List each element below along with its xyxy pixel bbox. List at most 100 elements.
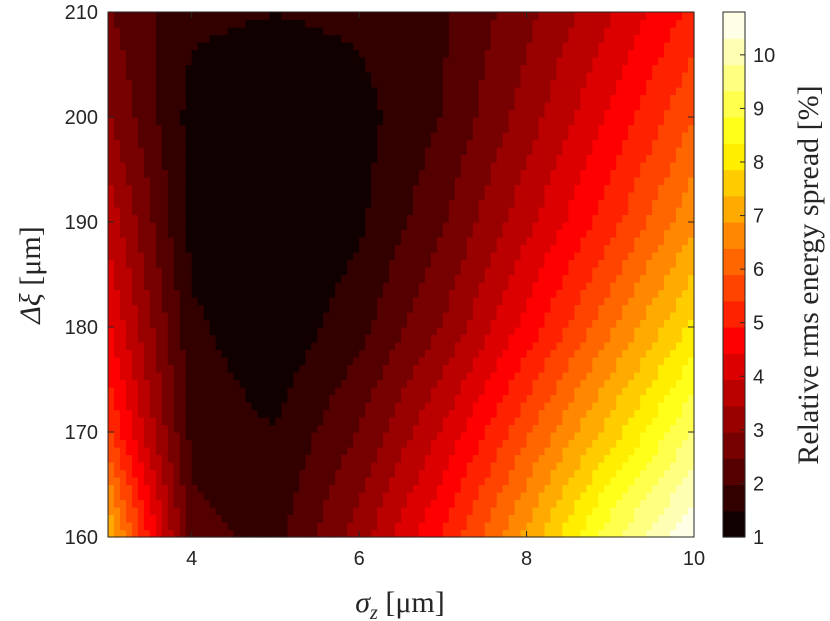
contour-cell	[161, 387, 169, 396]
contour-cell	[436, 492, 444, 501]
contour-cell	[562, 334, 570, 343]
contour-cell	[323, 244, 330, 253]
contour-cell	[155, 432, 163, 441]
contour-cell	[137, 147, 145, 156]
contour-cell	[233, 492, 241, 501]
contour-cell	[496, 327, 504, 336]
contour-cell	[466, 214, 474, 223]
contour-cell	[347, 274, 354, 283]
contour-cell	[460, 462, 468, 471]
contour-cell	[466, 462, 474, 471]
contour-cell	[526, 349, 534, 358]
contour-cell	[472, 304, 480, 313]
contour-cell	[353, 387, 360, 396]
contour-cell	[323, 252, 330, 261]
contour-cell	[215, 484, 223, 493]
contour-cell	[161, 229, 169, 238]
contour-cell	[108, 244, 115, 253]
contour-cell	[227, 454, 235, 463]
contour-cell	[167, 282, 175, 291]
contour-cell	[263, 424, 271, 433]
contour-cell	[251, 169, 259, 178]
contour-cell	[209, 274, 217, 283]
contour-cell	[203, 484, 211, 493]
contour-cell	[550, 342, 558, 351]
contour-cell	[574, 529, 581, 538]
contour-cell	[173, 214, 181, 223]
contour-cell	[395, 312, 402, 321]
contour-cell	[143, 162, 151, 171]
contour-cell	[448, 364, 456, 373]
contour-cell	[377, 237, 384, 246]
contour-cell	[113, 184, 121, 193]
contour-cell	[137, 304, 145, 313]
contour-cell	[113, 439, 121, 448]
contour-cell	[125, 199, 133, 208]
contour-cell	[454, 184, 462, 193]
contour-cell	[287, 439, 294, 448]
contour-cell	[251, 192, 259, 201]
contour-cell	[347, 124, 354, 133]
contour-cell	[472, 184, 480, 193]
contour-cell	[365, 507, 372, 516]
contour-cell	[275, 139, 283, 148]
contour-cell	[335, 244, 342, 253]
contour-cell	[323, 154, 330, 163]
contour-cell	[191, 162, 199, 171]
contour-cell	[353, 417, 360, 426]
contour-cell	[634, 409, 641, 418]
contour-cell	[227, 439, 235, 448]
contour-cell	[281, 379, 288, 388]
contour-cell	[634, 282, 641, 291]
contour-cell	[454, 169, 462, 178]
contour-cell	[514, 522, 522, 531]
contour-cell	[430, 357, 438, 366]
contour-cell	[383, 237, 390, 246]
contour-cell	[532, 529, 540, 538]
contour-cell	[287, 522, 294, 531]
contour-cell	[454, 507, 462, 516]
contour-cell	[125, 169, 133, 178]
contour-cell	[155, 289, 163, 298]
contour-cell	[149, 424, 157, 433]
contour-cell	[371, 514, 378, 523]
contour-cell	[281, 477, 288, 486]
contour-cell	[442, 229, 450, 238]
contour-cell	[448, 469, 456, 478]
contour-cell	[514, 499, 522, 508]
contour-cell	[197, 462, 205, 471]
contour-cell	[119, 349, 127, 358]
contour-cell	[412, 117, 420, 126]
contour-cell	[251, 334, 259, 343]
contour-cell	[269, 424, 277, 433]
contour-cell	[275, 319, 283, 328]
contour-cell	[269, 439, 277, 448]
contour-cell	[688, 334, 695, 343]
contour-cell	[490, 514, 498, 523]
contour-cell	[233, 349, 241, 358]
contour-cell	[544, 372, 552, 381]
contour-cell	[634, 252, 641, 261]
contour-cell	[161, 312, 169, 321]
contour-cell	[634, 379, 641, 388]
contour-cell	[484, 484, 492, 493]
contour-cell	[478, 259, 486, 268]
contour-cell	[191, 304, 199, 313]
contour-cell	[221, 154, 229, 163]
contour-cell	[412, 492, 420, 501]
contour-cell	[149, 327, 157, 336]
contour-cell	[365, 312, 372, 321]
contour-cell	[197, 274, 205, 283]
contour-cell	[299, 447, 306, 456]
contour-cell	[688, 379, 695, 388]
contour-cell	[664, 267, 671, 276]
contour-cell	[383, 177, 390, 186]
contour-cell	[347, 267, 354, 276]
contour-cell	[418, 327, 426, 336]
contour-cell	[155, 349, 163, 358]
contour-cell	[502, 447, 510, 456]
contour-cell	[544, 222, 552, 231]
contour-cell	[299, 402, 306, 411]
contour-cell	[448, 252, 456, 261]
contour-cell	[209, 282, 217, 291]
